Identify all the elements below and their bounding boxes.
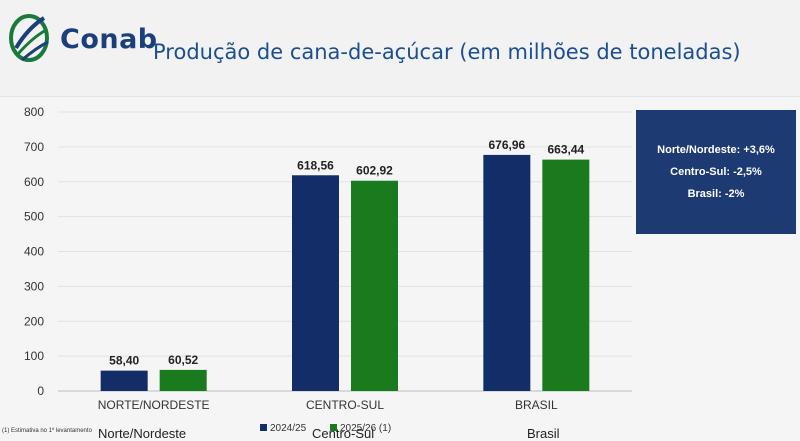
y-tick-label: 600 bbox=[24, 175, 44, 189]
y-tick-label: 100 bbox=[24, 349, 44, 363]
conab-logo-icon bbox=[9, 14, 49, 62]
y-tick-label: 500 bbox=[24, 210, 44, 224]
bar-chart: 0 100 200 300 400 500 600 700 800 58,40 60,52 NORTE… bbox=[24, 105, 632, 434]
legend-swatch bbox=[330, 424, 337, 431]
y-tick-label: 800 bbox=[24, 105, 44, 119]
variation-info-box: Norte/Nordeste: +3,6% Centro-Sul: -2,5% … bbox=[636, 110, 796, 234]
y-tick-label: 0 bbox=[37, 384, 44, 398]
data-label: 60,52 bbox=[168, 353, 198, 367]
bar bbox=[159, 369, 207, 391]
legend-label: 2024/25 bbox=[270, 423, 307, 434]
bar bbox=[351, 180, 398, 391]
data-label: 58,40 bbox=[109, 354, 139, 368]
bar bbox=[100, 370, 148, 391]
legend-swatch bbox=[260, 424, 267, 431]
legend-label: 2025/26 (1) bbox=[340, 423, 391, 434]
page-title: Produção de cana-de-açúcar (em milhões d… bbox=[153, 40, 741, 64]
x-tick-label: BRASIL bbox=[515, 398, 558, 412]
y-tick-label: 400 bbox=[24, 245, 44, 259]
overlay-label-norte-nordeste: Norte/Nordeste bbox=[98, 426, 187, 441]
data-label: 676,96 bbox=[488, 138, 525, 152]
info-line-norte-nordeste: Norte/Nordeste: +3,6% bbox=[657, 144, 775, 156]
x-tick-label: NORTE/NORDESTE bbox=[98, 398, 210, 412]
bar bbox=[542, 159, 590, 391]
data-label: 602,92 bbox=[356, 164, 393, 178]
overlay-label-brasil: Brasil bbox=[527, 426, 560, 441]
logo-text: Conab bbox=[60, 24, 158, 55]
footnote: (1) Estimativa no 1º levantamento bbox=[2, 428, 92, 434]
data-label: 663,44 bbox=[547, 143, 584, 157]
header-bar: Conab Produção de cana-de-açúcar (em mil… bbox=[0, 0, 800, 97]
info-line-brasil: Brasil: -2% bbox=[687, 188, 745, 200]
data-label: 618,56 bbox=[297, 158, 334, 172]
bar bbox=[483, 154, 531, 391]
x-tick-label: CENTRO-SUL bbox=[306, 398, 384, 412]
y-tick-label: 200 bbox=[24, 314, 44, 328]
info-line-centro-sul: Centro-Sul: -2,5% bbox=[670, 166, 762, 178]
overlay-label-centro-sul: Centro-Sul bbox=[312, 426, 375, 441]
y-tick-label: 300 bbox=[24, 279, 44, 293]
y-tick-label: 700 bbox=[24, 140, 44, 154]
bar bbox=[292, 175, 339, 391]
